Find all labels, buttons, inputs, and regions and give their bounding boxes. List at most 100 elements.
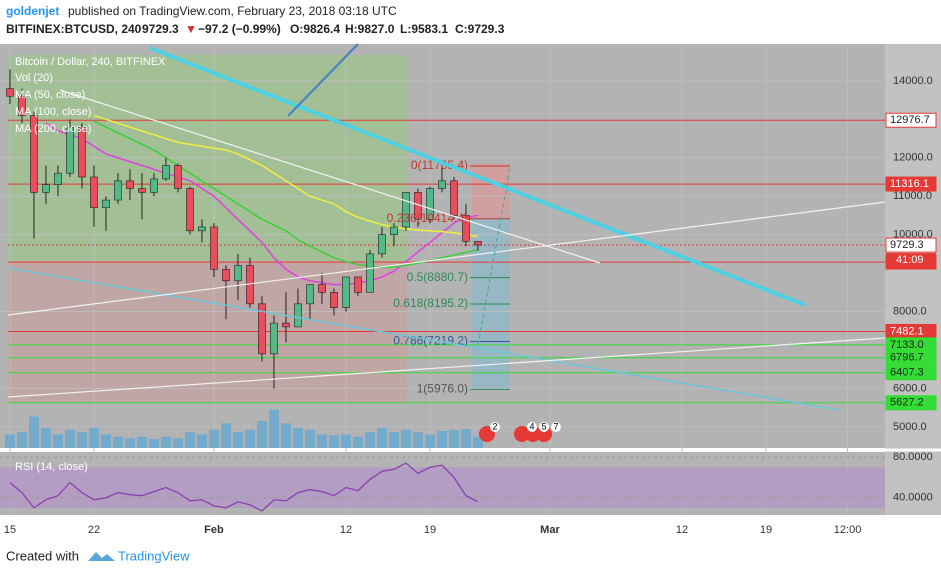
volume-bar (232, 432, 243, 448)
volume-bar (220, 423, 231, 448)
author[interactable]: goldenjet (6, 4, 59, 18)
legend-entry: MA (50, close) (15, 89, 85, 101)
event-count (490, 422, 500, 432)
volume-bar (148, 439, 159, 448)
y-tick-label: 6000.0 (893, 382, 927, 394)
price-tag (885, 237, 937, 253)
candle-body (18, 95, 26, 116)
candle-body (6, 88, 14, 97)
moving-average (45, 122, 479, 286)
brand[interactable]: TradingView (118, 548, 190, 563)
fib-label: 0.5(8880.7) (407, 270, 468, 284)
candle-body (270, 322, 278, 355)
candle-body (42, 184, 50, 193)
created-with: Created with (6, 548, 79, 563)
candle-body (462, 215, 470, 242)
y-tick-label: 8000.0 (893, 305, 927, 317)
projection (477, 167, 511, 346)
y-tick-label: 14000.0 (893, 75, 933, 87)
countdown: 41:09 (896, 254, 924, 266)
fib-label: 1(5976.0) (417, 382, 468, 396)
title: Bitcoin / Dollar, 240, BITFINEX (15, 56, 166, 68)
candle-body (222, 268, 230, 282)
change: −97.2 (−0.99%) (198, 22, 281, 36)
volume-bar (136, 436, 147, 448)
volume-bar (64, 430, 75, 448)
low: L:9583.1 (400, 22, 448, 36)
legend-entry: Vol (20) (15, 72, 53, 84)
candle-body (402, 192, 410, 228)
trend-line (287, 43, 359, 117)
x-tick-label: 12 (340, 524, 352, 536)
x-tick-label: 22 (88, 524, 100, 536)
price-tag-label: 7482.1 (890, 325, 924, 337)
candle-body (258, 303, 266, 355)
x-tick-label: 15 (4, 524, 16, 536)
candle-body (90, 176, 98, 209)
volume-bar (400, 430, 411, 448)
trend-line (59, 89, 601, 264)
candle-body (210, 226, 218, 270)
volume-bar (196, 434, 207, 448)
volume-bar (460, 429, 471, 448)
candle-body (390, 226, 398, 235)
rsi-line (9, 462, 479, 512)
price-tag-label: 12976.7 (890, 114, 930, 126)
volume-bar (112, 436, 123, 448)
published: published on TradingView.com, February 2… (68, 4, 397, 18)
legend-entry: MA (100, close) (15, 106, 91, 118)
price-tag (885, 395, 937, 411)
candle-body (78, 126, 86, 178)
event-count (551, 422, 561, 432)
volume-bar (16, 432, 27, 448)
x-tick-label: 12 (676, 524, 688, 536)
countdown-tag (886, 253, 936, 268)
rsi-title: RSI (14, close) (15, 461, 88, 473)
last: 9729.3 (142, 22, 179, 36)
candle-body (366, 253, 374, 293)
candle-body (138, 188, 146, 193)
volume-bar (184, 432, 195, 448)
volume-bar (52, 434, 63, 448)
logo (88, 552, 115, 561)
rsi-band (0, 467, 885, 508)
x-tick-label: Feb (204, 524, 224, 536)
x-tick-label: 19 (424, 524, 436, 536)
candle-body (30, 115, 38, 193)
y-tick-label: 11000.0 (893, 190, 932, 202)
volume-bar (436, 430, 447, 448)
y-tick-label: 5000.0 (893, 421, 927, 433)
candle-body (54, 172, 62, 185)
price-tag-label: 11316.1 (890, 178, 929, 190)
arrow: ▼ (185, 22, 197, 36)
event-flag[interactable] (514, 426, 530, 442)
candle-body (102, 199, 110, 209)
price-tag (885, 350, 937, 366)
volume-bar (76, 432, 87, 448)
candle-body (234, 265, 242, 282)
volume-bar (40, 427, 51, 448)
event-badges: 2 4 5 7 (479, 421, 561, 442)
trend-line (149, 46, 806, 307)
volume-bar (244, 430, 255, 448)
price-tag (885, 112, 937, 128)
volume-bar (160, 436, 171, 448)
volume-bar (172, 438, 183, 448)
candle-body (438, 180, 446, 189)
candle-body (66, 126, 74, 174)
event-count (539, 422, 549, 432)
open: O:9826.4 (290, 22, 340, 36)
volume-bar (256, 421, 267, 448)
candle-body (306, 284, 314, 305)
volume-bar (208, 430, 219, 448)
trend-line (7, 267, 841, 411)
candle-body (150, 178, 158, 193)
volume-bar (412, 432, 423, 448)
trend-line (7, 201, 886, 316)
price-tag-label: 6407.3 (890, 367, 924, 379)
candle-body (450, 180, 458, 216)
x-tick-label: 19 (760, 524, 772, 536)
event-count (527, 422, 537, 432)
